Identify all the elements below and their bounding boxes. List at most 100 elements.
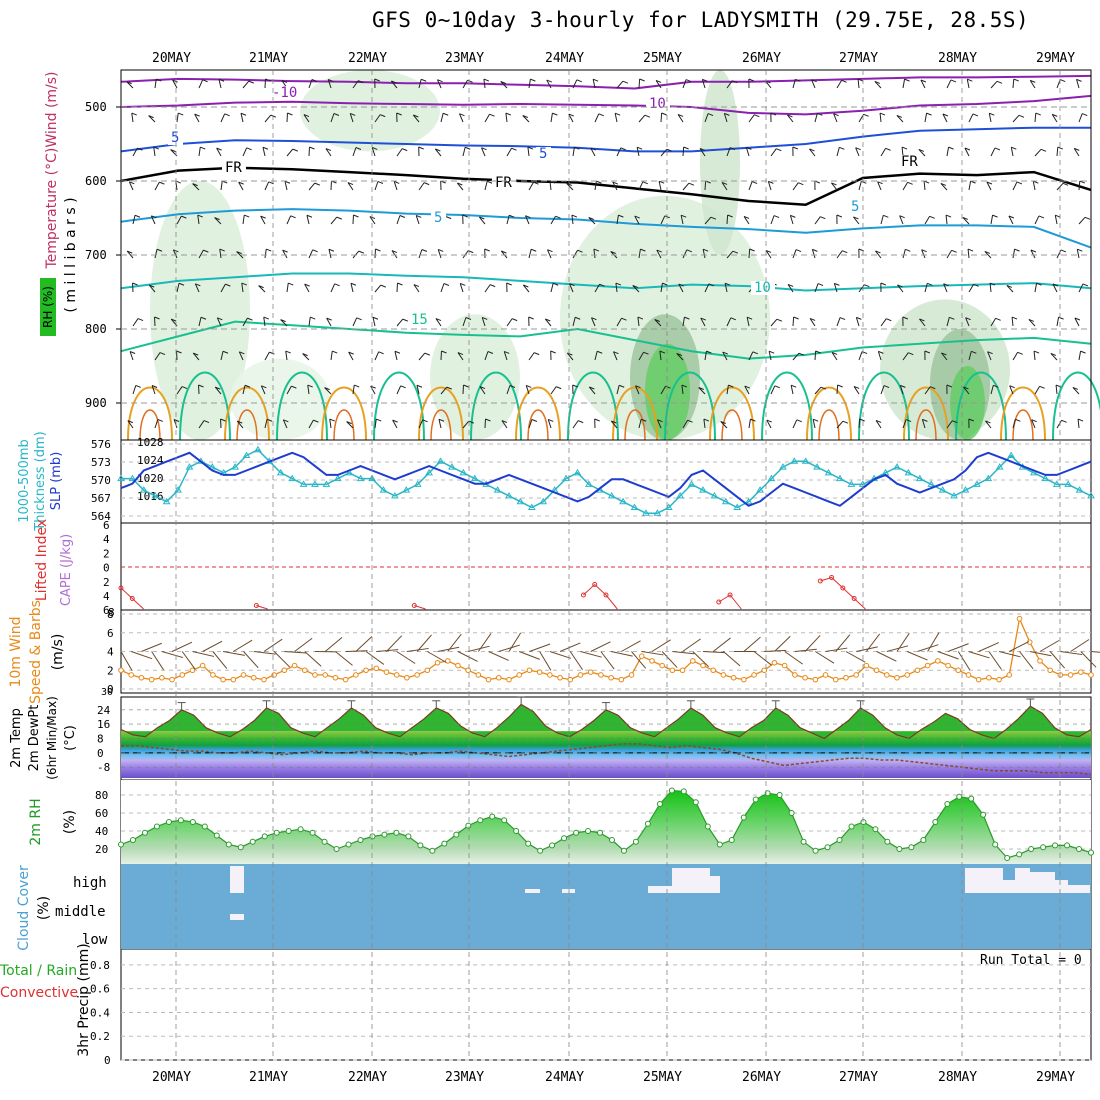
- wind-barb: [1014, 248, 1020, 252]
- wind-barb: [973, 283, 979, 287]
- wind-barb: [489, 284, 496, 288]
- wind-speed-point: [751, 672, 757, 678]
- wind-barb: [178, 112, 184, 116]
- wind-barb: [198, 249, 204, 259]
- rh-point: [1004, 855, 1011, 861]
- wind-barb: [313, 419, 319, 423]
- wind-barb: [1012, 249, 1016, 259]
- wind-barb: [310, 316, 316, 320]
- wind-barb-10m: [692, 651, 709, 668]
- wind-barb: [996, 80, 1003, 84]
- wind-speed-point: [281, 667, 288, 674]
- wind-speed-point: [792, 672, 798, 678]
- wind-barb: [615, 282, 622, 286]
- rh-point: [644, 820, 651, 827]
- wind-barb: [831, 352, 838, 361]
- rh-tick: 40: [95, 825, 108, 838]
- wind-barb: [748, 419, 751, 429]
- wind-barb: [181, 386, 188, 390]
- li-tick: 4: [103, 590, 110, 603]
- wind-barb: [616, 215, 619, 225]
- wind-barb: [151, 215, 157, 219]
- wind-barb: [264, 249, 267, 259]
- wind-barb-10m: [284, 651, 307, 654]
- date-label-bottom: 24MAY: [545, 1070, 584, 1085]
- wind-barb: [465, 317, 472, 320]
- wind-speed-point: [628, 672, 635, 678]
- date-label-bottom: 29MAY: [1036, 1070, 1075, 1085]
- wind-barb: [792, 146, 799, 150]
- wind-barb: [1009, 385, 1014, 395]
- wind-barb: [596, 180, 602, 184]
- wind-barb: [134, 214, 141, 218]
- wind-barb: [217, 317, 223, 321]
- cloud-gap: [230, 914, 244, 920]
- wind-barb: [924, 283, 928, 293]
- wind-barb: [707, 113, 714, 117]
- cloud-level-label: middle: [55, 904, 106, 920]
- rh-point: [1088, 849, 1094, 856]
- wind-barb: [765, 249, 772, 253]
- rh-point: [429, 847, 436, 854]
- wind-barb: [638, 114, 646, 123]
- warm-loop: [1012, 409, 1034, 441]
- wind-barb: [990, 215, 994, 225]
- wind-barb: [704, 113, 709, 123]
- wind-barb: [610, 420, 618, 429]
- wind-barb: [864, 284, 870, 288]
- wind-barb: [238, 181, 244, 185]
- thickness-marker: [653, 509, 662, 516]
- thickness-marker: [836, 474, 844, 482]
- wind-barb: [1034, 148, 1042, 157]
- wind-barb: [787, 114, 793, 118]
- li-tick: 2: [103, 576, 110, 589]
- wind-barb: [435, 318, 442, 327]
- wind-barb: [768, 350, 775, 354]
- wind-barb: [943, 283, 948, 293]
- wind-barb: [332, 350, 338, 354]
- wind-barb: [129, 181, 135, 185]
- wind-barb: [481, 147, 486, 157]
- wind-speed-point: [669, 667, 676, 674]
- date-label-top: 21MAY: [249, 51, 288, 66]
- rh-point: [824, 844, 831, 851]
- wind-barb: [302, 353, 310, 361]
- wind-barb: [940, 183, 948, 191]
- wind-barb-10m: [498, 644, 520, 652]
- wind-barb: [572, 384, 578, 388]
- wind-barb: [905, 419, 912, 423]
- wind-barb: [528, 316, 534, 320]
- wind-barb: [616, 317, 622, 327]
- wind-barb: [1034, 215, 1040, 225]
- thickness-marker: [676, 491, 685, 499]
- wind-barb: [264, 351, 270, 361]
- wind-barb: [374, 351, 380, 361]
- wind-barb: [265, 78, 271, 82]
- wind-barb: [968, 284, 975, 293]
- wind-barb: [946, 147, 950, 157]
- lifted-index-ylabel: Lifted Index: [34, 519, 50, 601]
- date-label-bottom: 23MAY: [445, 1070, 484, 1085]
- y-tick-label: 800: [85, 322, 107, 336]
- wind-barb: [811, 79, 816, 89]
- wind-barb: [350, 282, 357, 286]
- wind-barb: [877, 351, 882, 361]
- wind-barb: [506, 147, 512, 157]
- thickness-marker: [904, 468, 913, 476]
- li-tick: 4: [103, 533, 110, 546]
- wind-barb: [1072, 387, 1080, 395]
- wind-barb: [839, 317, 846, 321]
- temp-ylabel: 2m Temp: [9, 708, 24, 768]
- rh-point: [944, 801, 951, 807]
- wind-barb: [282, 249, 288, 253]
- y-tick-label: 500: [85, 100, 107, 114]
- rh-point: [585, 828, 592, 834]
- wind-speed-point: [404, 674, 410, 681]
- warm-loop: [224, 386, 270, 441]
- wind-barb: [247, 317, 253, 321]
- rh-point: [441, 840, 448, 847]
- wind-barb: [770, 148, 777, 157]
- cloud-gap: [710, 876, 720, 893]
- wind-barb: [989, 282, 996, 286]
- rh-point: [1064, 842, 1071, 849]
